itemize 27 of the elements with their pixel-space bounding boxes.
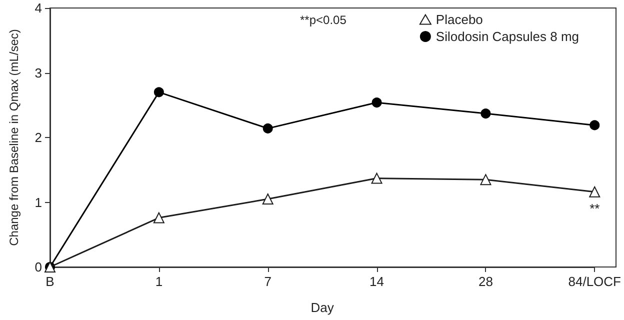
x-axis-title: Day (310, 300, 334, 315)
annotation: ** (590, 200, 600, 216)
point (589, 186, 600, 198)
x-tick-label: 28 (478, 274, 493, 289)
y-tick-label: 1 (34, 194, 42, 210)
point (371, 172, 382, 184)
point (153, 212, 164, 224)
point (154, 87, 164, 98)
x-tick-label: 1 (155, 274, 163, 289)
legend-label: Silodosin Capsules 8 mg (436, 29, 579, 44)
point (262, 194, 274, 205)
point (372, 98, 382, 108)
y-tick-label: 4 (34, 0, 42, 16)
x-tick-label: 14 (370, 274, 384, 289)
x-tick-label: B (46, 274, 54, 289)
point (480, 108, 491, 119)
point (262, 123, 273, 134)
y-tick-label: 3 (34, 65, 42, 80)
annotation: **p<0.05 (300, 13, 347, 27)
y-tick-label: 2 (34, 130, 42, 145)
x-tick-label: 7 (264, 274, 272, 289)
point (590, 120, 600, 130)
legend-label: Placebo (436, 12, 483, 27)
x-tick-label: 84/LOCF (568, 274, 622, 289)
y-tick-label: 0 (34, 260, 42, 274)
point (480, 174, 492, 186)
y-axis-title: Change from Baseline in Qmax (mL/sec) (7, 29, 21, 246)
